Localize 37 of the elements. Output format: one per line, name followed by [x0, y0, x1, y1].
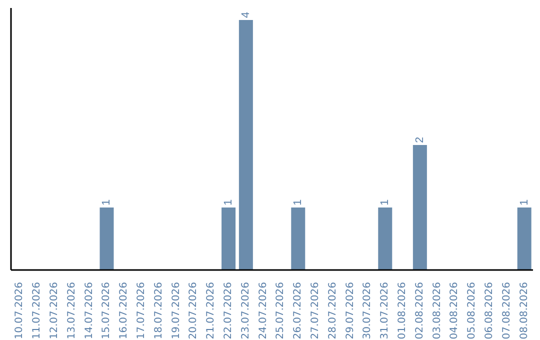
x-tick-label: 21.07.2026 — [206, 282, 217, 340]
data-label: 1 — [292, 199, 304, 206]
x-tick-label: 23.07.2026 — [240, 282, 252, 340]
x-tick-label: 11.07.2026 — [32, 282, 43, 340]
x-tick-label: 24.07.2026 — [258, 282, 269, 340]
x-tick-label: 19.07.2026 — [170, 282, 182, 340]
x-tick-label: 06.08.2026 — [484, 282, 495, 340]
x-tick-label: 25.07.2026 — [275, 282, 286, 340]
data-label: 4 — [240, 12, 252, 18]
x-tick-label: 18.07.2026 — [153, 282, 164, 340]
x-tick-label: 15.07.2026 — [101, 282, 112, 340]
data-label: 2 — [414, 136, 426, 143]
data-label: 1 — [518, 199, 530, 206]
x-tick-label: 28.07.2026 — [327, 282, 338, 340]
x-tick-label: 17.07.2026 — [136, 282, 147, 340]
x-tick-label: 30.07.2026 — [362, 282, 374, 340]
x-tick-label: 05.08.2026 — [466, 282, 478, 340]
x-tick-label: 26.07.2026 — [292, 282, 304, 340]
x-tick-label: 31.07.2026 — [380, 282, 391, 340]
x-tick-label: 12.07.2026 — [49, 282, 60, 340]
x-tick-label: 07.08.2026 — [501, 282, 512, 340]
x-tick-label: 27.07.2026 — [310, 282, 321, 340]
data-label: 1 — [100, 199, 113, 206]
x-tick-label: 14.07.2026 — [84, 282, 95, 340]
x-tick-label: 03.08.2026 — [432, 282, 443, 340]
data-label: 1 — [379, 199, 392, 206]
x-tick-label: 02.08.2026 — [414, 282, 426, 340]
x-tick-label: 04.08.2026 — [449, 282, 460, 340]
x-tick-label: 16.07.2026 — [118, 282, 130, 340]
x-tick-label: 08.08.2026 — [518, 282, 530, 340]
x-tick-label: 13.07.2026 — [66, 282, 78, 340]
x-tick-label: 20.07.2026 — [188, 282, 200, 340]
x-tick-label: 22.07.2026 — [223, 282, 234, 340]
x-tick-label: 10.07.2026 — [14, 282, 26, 340]
x-tick-label: 29.07.2026 — [344, 282, 356, 340]
x-tick-label: 01.08.2026 — [397, 282, 408, 340]
data-label: 1 — [222, 199, 235, 206]
